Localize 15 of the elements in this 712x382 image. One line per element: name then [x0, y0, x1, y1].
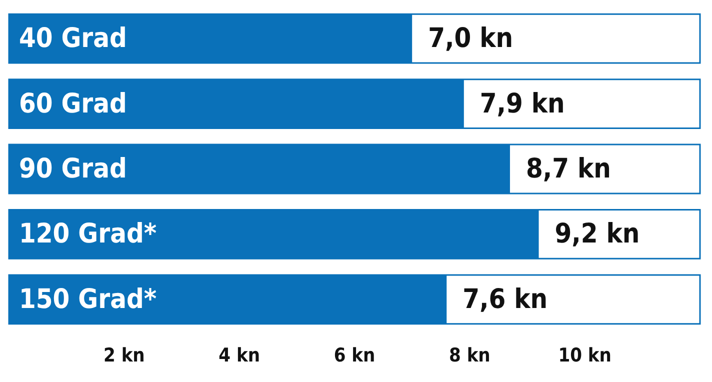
x-tick-label: 2 kn	[103, 344, 145, 366]
y-tick-label: 60 Grad	[19, 88, 127, 120]
data-label: 9,2 kn	[554, 218, 640, 250]
data-label: 8,7 kn	[526, 154, 611, 184]
data-label: 7,9 kn	[480, 88, 565, 120]
x-tick-label: 10 kn	[558, 344, 612, 366]
data-label: 7,6 kn	[462, 284, 548, 315]
data-label: 7,0 kn	[428, 23, 514, 54]
y-tick-label: 40 Grad	[19, 23, 127, 54]
y-tick-label: 150 Grad*	[19, 284, 157, 315]
y-tick-label: 120 Grad*	[19, 218, 157, 250]
x-tick-label: 6 kn	[334, 344, 376, 366]
x-tick-label: 4 kn	[218, 344, 260, 366]
x-tick-label: 8 kn	[448, 344, 490, 366]
y-tick-label: 90 Grad	[19, 154, 127, 184]
